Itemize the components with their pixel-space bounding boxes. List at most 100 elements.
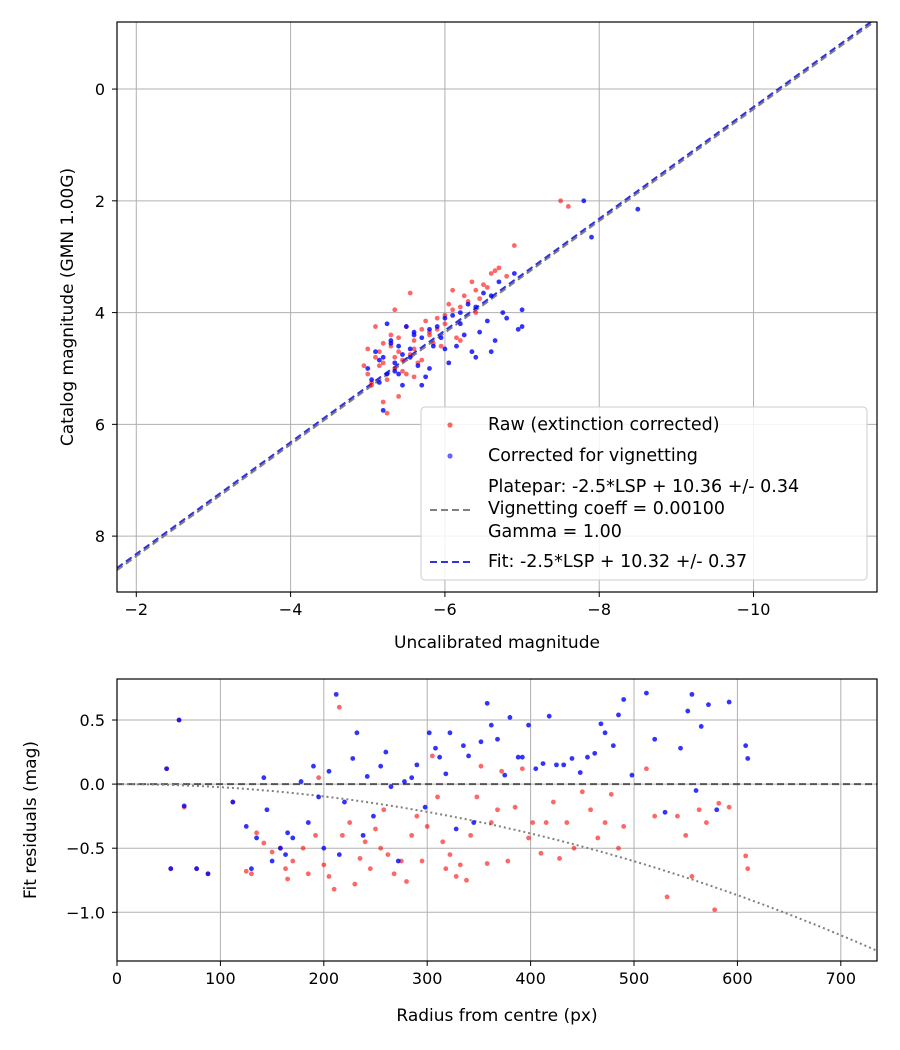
p1-point-corrected [430,343,436,349]
p2-point-raw [478,763,484,769]
p1-point-raw [473,287,479,293]
p1-point-corrected [373,349,378,355]
p2-point-raw [404,879,409,884]
p2-point-corrected [360,832,366,838]
p2-point-raw [696,807,702,813]
p2-point-corrected [693,788,699,793]
p1-xtick-label: −2 [124,600,148,619]
p2-point-corrected [507,715,513,720]
p2-point-raw [357,856,363,861]
p1-point-corrected [365,366,371,371]
p1-point-raw [380,399,386,405]
p1-point-corrected [423,374,429,380]
legend-platepar-line-2: Vignetting coeff = 0.00100 [488,499,725,519]
p2-point-raw [419,858,425,864]
bottom-chart-ylabel: Fit residuals (mag) [21,741,41,899]
top-chart-ylabel: Catalog magnitude (GMN 1.00G) [58,168,78,446]
p1-ytick-label: 4 [95,304,105,323]
p1-point-corrected [469,349,475,355]
p2-point-raw [424,824,430,829]
p2-point-corrected [689,691,695,697]
p2-point-corrected [602,730,608,736]
bottom-chart-xlabel: Radius from centre (px) [396,1006,597,1026]
p1-point-corrected [403,324,409,329]
p1-point-raw [403,371,409,377]
p2-point-raw [499,768,505,774]
p1-point-raw [400,357,405,363]
p1-point-corrected [415,363,421,369]
p1-point-raw [488,271,494,276]
p1-point-raw [396,394,402,399]
p1-point-corrected [511,271,517,276]
p2-point-raw [440,839,446,845]
p2-point-corrected [592,750,598,756]
p2-point-raw [652,813,658,819]
p1-point-corrected [407,354,413,360]
p2-point-raw [530,820,536,825]
p1-point-corrected [515,326,521,332]
p2-point-corrected [316,794,322,800]
p1-point-corrected [446,360,452,366]
p2-point-raw [579,789,585,795]
p2-point-corrected [502,772,508,778]
p1-point-corrected [454,343,459,349]
p2-point-corrected [554,762,559,768]
p2-point-corrected [569,756,575,761]
legend-raw-label: Raw (extinction corrected) [488,415,720,435]
p2-point-corrected [598,721,604,727]
p1-point-raw [450,307,456,313]
p2-point-corrected [243,824,249,829]
p2-point-corrected [350,756,356,761]
p1-point-raw [419,326,425,332]
p2-point-corrected [437,754,443,760]
p2-point-raw [340,832,345,838]
p1-point-corrected [581,198,587,204]
p2-point-raw [550,799,556,805]
p1-point-corrected [376,357,382,363]
p1-point-raw [473,310,479,315]
p2-point-corrected [168,866,174,872]
p2-point-corrected [269,858,275,864]
bottom-chart-points [164,690,751,913]
p2-point-corrected [261,775,267,781]
p1-point-corrected [400,352,405,357]
p2-xtick-label: 600 [722,969,753,988]
top-chart-xlabel: Uncalibrated magnitude [394,633,600,653]
p2-point-corrected [194,866,200,872]
p2-xtick-label: 100 [205,969,236,988]
p1-point-corrected [438,335,444,341]
line-fit [117,22,873,569]
p1-point-raw [411,374,417,380]
p1-point-corrected [396,371,402,377]
p1-xtick-label: −8 [587,600,611,619]
p2-ytick-label: 0.5 [80,711,105,730]
p1-ytick-label: 8 [95,527,105,546]
p2-point-raw [316,775,322,781]
p1-point-raw [365,371,371,377]
p1-point-corrected [384,321,390,327]
bottom-chart-frame [116,678,878,962]
p1-point-corrected [380,407,386,413]
p2-point-raw [675,813,680,819]
p2-point-raw [331,886,337,892]
p1-point-corrected [635,206,641,212]
p2-xtick-label: 300 [412,969,443,988]
p1-point-corrected [488,349,494,355]
p2-point-raw [381,807,387,813]
p1-point-raw [392,354,398,360]
p2-point-raw [743,853,749,859]
p1-point-corrected [461,332,467,338]
vignetting-model-curve [117,783,877,952]
p1-ytick-label: 2 [95,192,105,211]
p1-point-raw [373,324,378,329]
p2-point-corrected [443,771,449,777]
p2-point-raw [564,820,570,825]
p2-point-raw [703,820,709,825]
p2-point-corrected [402,779,407,784]
p1-point-corrected [465,301,471,307]
p1-point-raw [388,332,394,338]
p2-point-raw [362,839,368,845]
legend-platepar-line-3: Gamma = 1.00 [488,522,622,542]
p2-point-corrected [743,743,749,749]
